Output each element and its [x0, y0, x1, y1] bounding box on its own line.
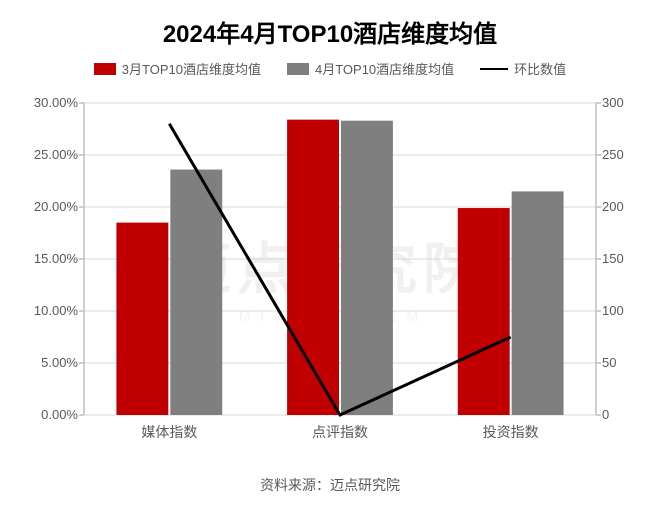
y-left-tick: 5.00% — [41, 355, 78, 370]
source-text: 资料来源：迈点研究院 — [0, 475, 660, 495]
legend-item: 环比数值 — [480, 59, 566, 78]
y-left-tick: 30.00% — [34, 95, 79, 110]
legend-label: 3月TOP10酒店维度均值 — [122, 59, 261, 78]
bar — [116, 223, 168, 415]
legend: 3月TOP10酒店维度均值 4月TOP10酒店维度均值 环比数值 — [0, 59, 660, 78]
legend-swatch — [287, 63, 309, 75]
y-right-tick: 150 — [602, 251, 624, 266]
legend-line-swatch — [480, 68, 508, 70]
y-left-tick: 10.00% — [34, 303, 79, 318]
bar — [512, 191, 564, 415]
y-right-tick: 100 — [602, 303, 624, 318]
x-category-label: 媒体指数 — [141, 424, 197, 440]
chart-area: 0.00% 0 5.00% 50 10.00% 100 15.00% 150 20.00% 200… — [20, 95, 640, 449]
chart-svg: 0.00% 0 5.00% 50 10.00% 100 15.00% 150 20.00% 200… — [20, 95, 640, 449]
legend-item: 3月TOP10酒店维度均值 — [94, 59, 261, 78]
y-right-tick: 0 — [602, 407, 609, 422]
bar — [458, 208, 510, 415]
y-right-tick: 50 — [602, 355, 616, 370]
y-right-tick: 200 — [602, 199, 624, 214]
y-left-tick: 25.00% — [34, 147, 79, 162]
y-right-tick: 250 — [602, 147, 624, 162]
legend-label: 4月TOP10酒店维度均值 — [315, 59, 454, 78]
y-left-tick: 20.00% — [34, 199, 79, 214]
x-category-label: 投资指数 — [483, 424, 539, 440]
bar — [170, 170, 222, 415]
y-left-tick: 0.00% — [41, 407, 78, 422]
legend-swatch — [94, 63, 116, 75]
chart-title: 2024年4月TOP10酒店维度均值 — [0, 0, 660, 49]
y-right-tick: 300 — [602, 95, 624, 110]
legend-item: 4月TOP10酒店维度均值 — [287, 59, 454, 78]
legend-label: 环比数值 — [514, 59, 566, 78]
bar — [341, 121, 393, 415]
x-category-label: 点评指数 — [312, 424, 368, 440]
y-left-tick: 15.00% — [34, 251, 79, 266]
